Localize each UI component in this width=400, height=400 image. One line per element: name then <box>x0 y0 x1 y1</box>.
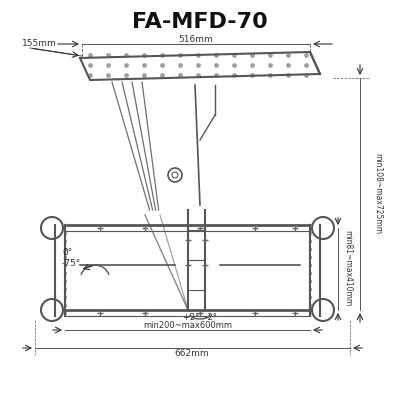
Text: min200~max600mm: min200~max600mm <box>144 322 232 330</box>
Text: 662mm: 662mm <box>175 348 209 358</box>
Text: min108~max725mm: min108~max725mm <box>374 154 382 234</box>
Text: 0°
-75°: 0° -75° <box>62 248 81 268</box>
Text: 155mm: 155mm <box>22 40 57 48</box>
Text: FA-MFD-70: FA-MFD-70 <box>132 12 268 32</box>
Text: min81~max410mm: min81~max410mm <box>344 230 352 306</box>
Text: +2°  -2°: +2° -2° <box>183 314 217 322</box>
Text: 516mm: 516mm <box>179 36 213 44</box>
